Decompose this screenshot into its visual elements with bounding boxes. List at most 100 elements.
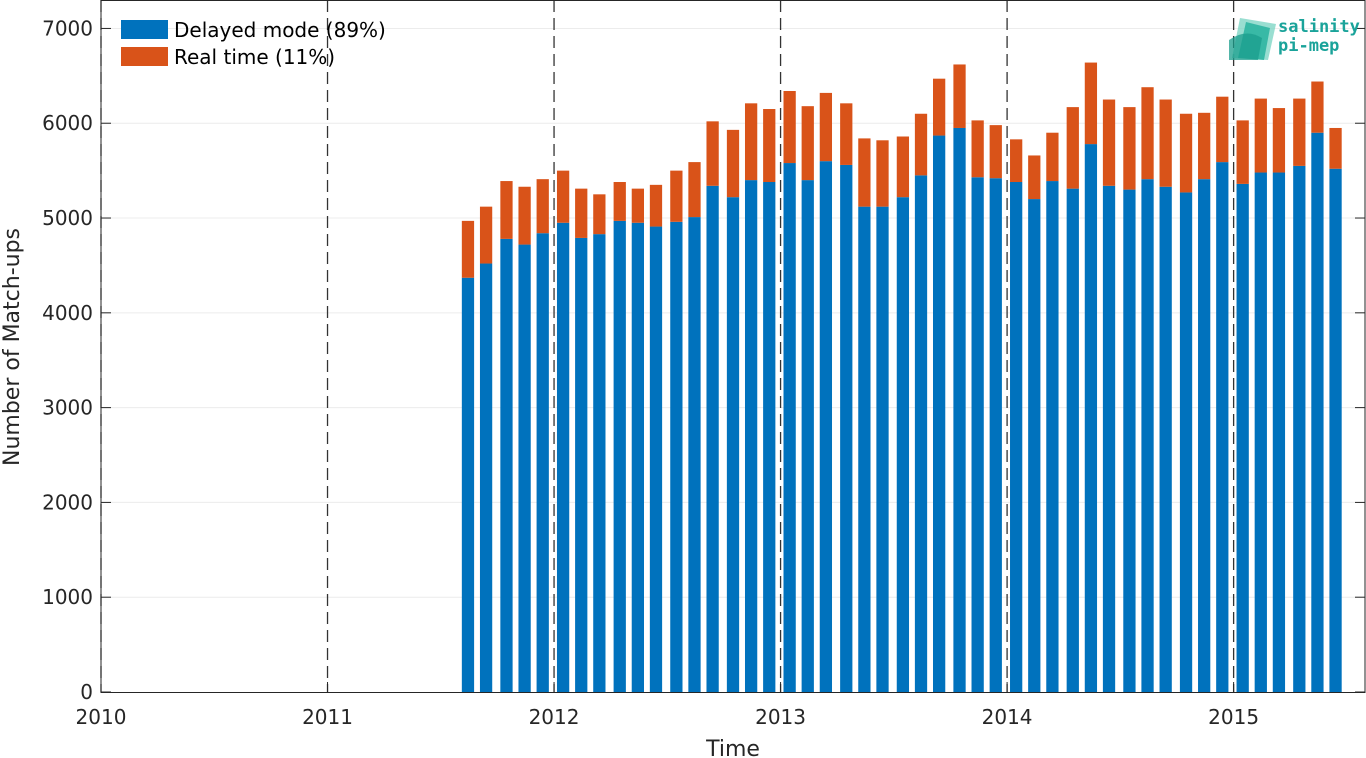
legend-swatch-delayed: [121, 20, 168, 39]
bar-real-time: [783, 91, 796, 164]
bar-real-time: [575, 188, 588, 238]
bar-delayed-mode: [1236, 183, 1249, 692]
bar-real-time: [726, 129, 740, 198]
logo-text-line1: salinity: [1278, 17, 1360, 37]
bar-real-time: [876, 140, 889, 207]
bar-delayed-mode: [461, 277, 475, 692]
bar-delayed-mode: [1102, 185, 1116, 693]
x-tick-label: 2015: [1208, 705, 1259, 729]
legend-swatch-realtime: [121, 47, 168, 66]
bar-delayed-mode: [858, 206, 871, 693]
bar-real-time: [953, 64, 966, 128]
bar-real-time: [500, 181, 513, 239]
bar-delayed-mode: [500, 238, 513, 692]
bar-real-time: [688, 162, 701, 218]
bar-real-time: [1046, 132, 1059, 182]
bar-delayed-mode: [1159, 186, 1172, 692]
x-tick-label: 2012: [529, 705, 580, 729]
bar-delayed-mode: [1066, 188, 1079, 692]
y-axis-title: Number of Match-ups: [0, 228, 25, 466]
y-tick-label: 0: [80, 680, 93, 704]
bar-real-time: [670, 170, 683, 222]
bar-delayed-mode: [1198, 179, 1211, 693]
bar-delayed-mode: [1216, 162, 1229, 692]
bar-real-time: [1311, 81, 1324, 133]
bar-real-time: [1254, 98, 1267, 173]
logo-text-line2: pi-mep: [1278, 36, 1339, 56]
y-tick-label: 2000: [42, 490, 93, 514]
bar-real-time: [763, 109, 776, 183]
bar-delayed-mode: [479, 263, 493, 692]
y-tick-label: 3000: [42, 396, 93, 420]
bar-delayed-mode: [556, 222, 570, 692]
bar-real-time: [1010, 139, 1023, 183]
x-tick-label: 2014: [982, 705, 1033, 729]
bar-real-time: [1293, 98, 1306, 166]
x-axis-title: Time: [705, 737, 760, 758]
bar-delayed-mode: [1028, 199, 1041, 693]
bar-delayed-mode: [933, 135, 946, 693]
bar-real-time: [1159, 99, 1172, 187]
bar-delayed-mode: [631, 222, 644, 692]
bar-delayed-mode: [726, 197, 740, 692]
bar-real-time: [536, 179, 549, 234]
bar-delayed-mode: [518, 244, 531, 692]
bar-delayed-mode: [1272, 172, 1286, 693]
bar-delayed-mode: [688, 217, 701, 692]
bar-real-time: [989, 125, 1002, 179]
bar-delayed-mode: [536, 233, 549, 692]
bar-real-time: [1123, 107, 1136, 190]
bar-delayed-mode: [1311, 132, 1324, 692]
bar-delayed-mode: [989, 178, 1002, 693]
bar-delayed-mode: [1254, 172, 1267, 693]
bar-delayed-mode: [783, 163, 796, 692]
bar-delayed-mode: [670, 221, 683, 692]
y-tick-label: 1000: [42, 585, 93, 609]
bar-real-time: [706, 121, 719, 186]
bar-real-time: [858, 138, 871, 207]
bar-real-time: [1329, 127, 1342, 169]
bar-real-time: [1028, 155, 1041, 200]
bar-delayed-mode: [1329, 168, 1342, 692]
plot-area-frame: [100, 0, 1366, 693]
bars: [461, 62, 1342, 693]
y-tick-label: 7000: [42, 16, 93, 40]
bar-delayed-mode: [613, 220, 626, 693]
legend-label-delayed: Delayed mode (89%): [174, 18, 386, 42]
bar-real-time: [801, 106, 814, 181]
bar-real-time: [518, 186, 531, 245]
logo-wave-icon: [1229, 18, 1276, 60]
x-tick-label: 2011: [302, 705, 353, 729]
bar-real-time: [613, 182, 626, 221]
bar-real-time: [631, 188, 644, 223]
bar-delayed-mode: [1046, 181, 1059, 692]
bar-real-time: [1272, 108, 1286, 173]
bar-delayed-mode: [1293, 165, 1306, 693]
bar-delayed-mode: [1010, 182, 1023, 692]
bar-delayed-mode: [953, 127, 966, 693]
bar-delayed-mode: [1179, 192, 1193, 693]
bar-delayed-mode: [1123, 189, 1136, 692]
bar-real-time: [1198, 112, 1211, 180]
bar-real-time: [1141, 87, 1154, 180]
bar-delayed-mode: [1084, 144, 1098, 693]
bar-delayed-mode: [840, 164, 853, 693]
bar-real-time: [1216, 96, 1229, 163]
legend: Delayed mode (89%) Real time (11%): [121, 18, 386, 69]
bar-delayed-mode: [575, 237, 588, 692]
salinity-pi-mep-logo: salinity pi-mep: [1229, 17, 1360, 60]
bar-real-time: [933, 78, 946, 136]
bar-real-time: [1236, 120, 1249, 184]
bar-delayed-mode: [914, 175, 928, 692]
bar-real-time: [1179, 113, 1193, 193]
bar-delayed-mode: [593, 234, 606, 693]
bar-real-time: [744, 103, 758, 181]
bar-real-time: [461, 220, 475, 278]
bar-real-time: [1084, 62, 1098, 145]
bar-real-time: [896, 136, 910, 198]
bar-real-time: [1102, 99, 1116, 186]
bar-real-time: [649, 184, 663, 227]
axis-ticks: 0 1000 2000 3000 4000 5000 6000 7000 2010 2011 201…: [42, 16, 1365, 729]
bar-delayed-mode: [744, 180, 758, 692]
